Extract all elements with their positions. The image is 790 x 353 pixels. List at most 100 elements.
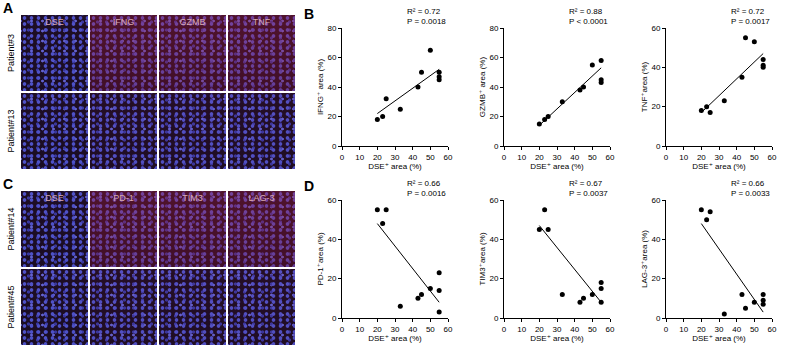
svg-text:40: 40 [732, 153, 741, 162]
svg-text:GZMB⁺ area (%): GZMB⁺ area (%) [478, 57, 487, 118]
svg-text:50: 50 [426, 153, 435, 162]
svg-text:30: 30 [391, 153, 400, 162]
svg-text:60: 60 [768, 325, 777, 334]
svg-text:20: 20 [697, 153, 706, 162]
svg-text:TIM3⁺area (%): TIM3⁺area (%) [478, 232, 487, 285]
svg-text:60: 60 [606, 325, 615, 334]
svg-text:LAG-3⁺area (%): LAG-3⁺area (%) [640, 230, 649, 288]
svg-text:R² = 0.66P = 0.0033: R² = 0.66P = 0.0033 [731, 179, 770, 198]
svg-text:10: 10 [355, 153, 364, 162]
svg-text:R² = 0.72P = 0.0018: R² = 0.72P = 0.0018 [407, 7, 446, 26]
svg-text:D: D [304, 178, 314, 194]
svg-text:R² = 0.67P = 0.0037: R² = 0.67P = 0.0037 [569, 179, 608, 198]
svg-text:30: 30 [715, 325, 724, 334]
svg-text:DSE⁺ area (%): DSE⁺ area (%) [368, 162, 422, 171]
svg-text:80: 80 [489, 24, 498, 33]
svg-text:IFNG⁺ area (%): IFNG⁺ area (%) [316, 59, 325, 116]
html-text:DSE: DSE [45, 17, 64, 27]
svg-text:50: 50 [750, 153, 759, 162]
svg-text:60: 60 [651, 24, 660, 33]
svg-text:0: 0 [664, 325, 669, 334]
svg-text:40: 40 [408, 325, 417, 334]
svg-text:20: 20 [535, 153, 544, 162]
svg-text:60: 60 [768, 153, 777, 162]
svg-text:60: 60 [444, 325, 453, 334]
svg-text:0: 0 [332, 314, 337, 323]
html-text:TIM3: TIM3 [182, 193, 203, 203]
svg-text:0: 0 [656, 314, 661, 323]
svg-text:TNF⁺area (%): TNF⁺area (%) [640, 61, 649, 112]
svg-text:10: 10 [679, 153, 688, 162]
svg-text:0: 0 [340, 153, 345, 162]
svg-text:20: 20 [697, 325, 706, 334]
svg-text:50: 50 [750, 325, 759, 334]
svg-text:40: 40 [570, 153, 579, 162]
svg-text:10: 10 [517, 325, 526, 334]
svg-text:60: 60 [606, 153, 615, 162]
svg-text:30: 30 [553, 325, 562, 334]
svg-text:50: 50 [588, 325, 597, 334]
svg-text:DSE⁺ area (%): DSE⁺ area (%) [530, 334, 584, 343]
html-text:IFNG: IFNG [112, 17, 135, 27]
svg-text:R² = 0.72P = 0.0017: R² = 0.72P = 0.0017 [731, 7, 770, 26]
svg-text:DSE⁺ area (%): DSE⁺ area (%) [692, 334, 746, 343]
html-text:PD-1: PD-1 [113, 193, 134, 203]
svg-text:B: B [304, 6, 314, 22]
svg-text:60: 60 [489, 196, 498, 205]
svg-text:R² = 0.66P = 0.0016: R² = 0.66P = 0.0016 [407, 179, 446, 198]
svg-text:10: 10 [679, 325, 688, 334]
svg-text:0: 0 [340, 325, 345, 334]
svg-text:40: 40 [732, 325, 741, 334]
svg-text:20: 20 [373, 325, 382, 334]
svg-text:60: 60 [327, 196, 336, 205]
svg-text:60: 60 [444, 153, 453, 162]
svg-text:0: 0 [502, 153, 507, 162]
svg-text:20: 20 [327, 112, 336, 121]
html-text:Patient#14: Patient#14 [6, 207, 16, 251]
svg-text:40: 40 [489, 83, 498, 92]
html-text:DSE: DSE [45, 193, 64, 203]
svg-text:0: 0 [494, 314, 499, 323]
svg-text:DSE⁺ area (%): DSE⁺ area (%) [530, 162, 584, 171]
svg-text:50: 50 [426, 325, 435, 334]
svg-text:40: 40 [327, 83, 336, 92]
svg-text:DSE⁺ area (%): DSE⁺ area (%) [692, 162, 746, 171]
html-text:A: A [3, 0, 14, 16]
svg-text:50: 50 [588, 153, 597, 162]
svg-text:80: 80 [327, 24, 336, 33]
html-text:TNF: TNF [252, 17, 271, 27]
svg-text:20: 20 [651, 274, 660, 283]
svg-text:10: 10 [355, 325, 364, 334]
svg-text:30: 30 [715, 153, 724, 162]
svg-text:20: 20 [373, 153, 382, 162]
svg-text:40: 40 [651, 235, 660, 244]
svg-text:0: 0 [502, 325, 507, 334]
svg-text:60: 60 [489, 53, 498, 62]
svg-text:0: 0 [494, 142, 499, 151]
svg-text:PD-1⁺area (%): PD-1⁺area (%) [316, 232, 325, 285]
svg-text:40: 40 [651, 63, 660, 72]
svg-text:0: 0 [332, 142, 337, 151]
html-text:GZMB: GZMB [179, 17, 206, 27]
svg-text:0: 0 [664, 153, 669, 162]
html-text:Patient#13: Patient#13 [6, 109, 16, 153]
svg-text:40: 40 [489, 235, 498, 244]
svg-text:R² = 0.88P < 0.0001: R² = 0.88P < 0.0001 [569, 7, 608, 26]
svg-text:60: 60 [327, 53, 336, 62]
svg-text:40: 40 [327, 235, 336, 244]
html-text:C: C [3, 176, 14, 192]
svg-text:20: 20 [651, 102, 660, 111]
svg-text:30: 30 [553, 153, 562, 162]
svg-text:60: 60 [651, 196, 660, 205]
svg-text:20: 20 [489, 112, 498, 121]
svg-text:0: 0 [656, 142, 661, 151]
svg-text:10: 10 [517, 153, 526, 162]
svg-text:40: 40 [570, 325, 579, 334]
svg-text:20: 20 [535, 325, 544, 334]
svg-text:DSE⁺ area (%): DSE⁺ area (%) [368, 334, 422, 343]
svg-text:20: 20 [327, 274, 336, 283]
svg-text:30: 30 [391, 325, 400, 334]
svg-text:40: 40 [408, 153, 417, 162]
svg-text:20: 20 [489, 274, 498, 283]
html-text:Patient#3: Patient#3 [6, 34, 16, 72]
